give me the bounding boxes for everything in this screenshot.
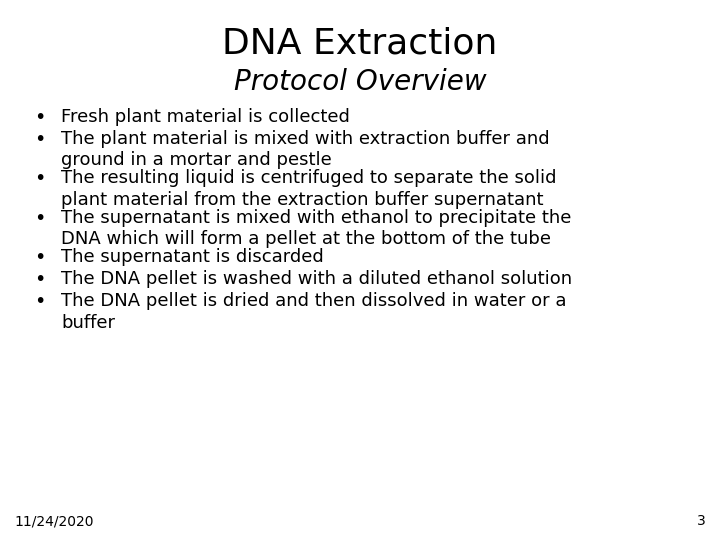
Text: The DNA pellet is dried and then dissolved in water or a
buffer: The DNA pellet is dried and then dissolv…	[61, 292, 567, 332]
Text: 11/24/2020: 11/24/2020	[14, 514, 94, 528]
Text: The resulting liquid is centrifuged to separate the solid
plant material from th: The resulting liquid is centrifuged to s…	[61, 170, 557, 209]
Text: •: •	[34, 108, 45, 127]
Text: •: •	[34, 209, 45, 228]
Text: •: •	[34, 292, 45, 311]
Text: The supernatant is discarded: The supernatant is discarded	[61, 248, 324, 266]
Text: •: •	[34, 130, 45, 149]
Text: •: •	[34, 271, 45, 289]
Text: The supernatant is mixed with ethanol to precipitate the
DNA which will form a p: The supernatant is mixed with ethanol to…	[61, 209, 572, 248]
Text: •: •	[34, 248, 45, 267]
Text: Protocol Overview: Protocol Overview	[234, 68, 486, 96]
Text: Fresh plant material is collected: Fresh plant material is collected	[61, 108, 350, 126]
Text: The DNA pellet is washed with a diluted ethanol solution: The DNA pellet is washed with a diluted …	[61, 271, 572, 288]
Text: 3: 3	[697, 514, 706, 528]
Text: DNA Extraction: DNA Extraction	[222, 27, 498, 61]
Text: •: •	[34, 170, 45, 188]
Text: The plant material is mixed with extraction buffer and
ground in a mortar and pe: The plant material is mixed with extract…	[61, 130, 550, 170]
